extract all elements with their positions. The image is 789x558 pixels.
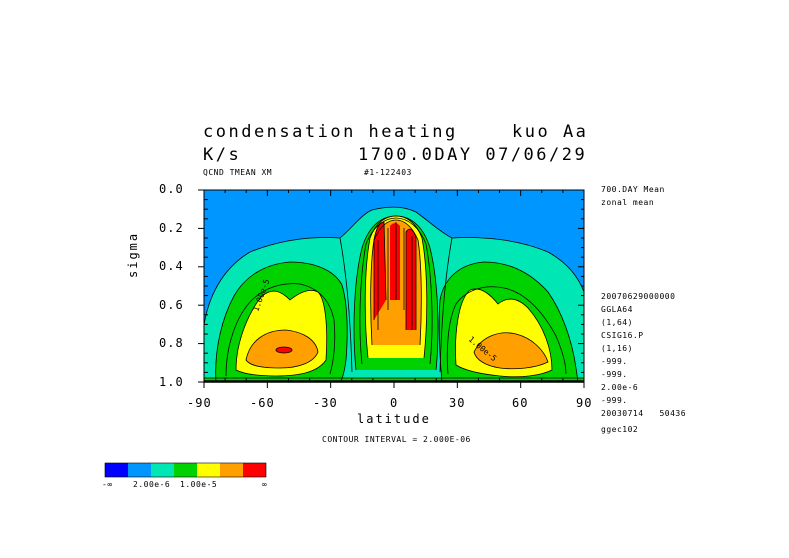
x-tick-label: 90 [576,396,593,410]
subtitle-variable: QCND TMEAN XM [203,168,273,177]
subtitle-run-id: #1-122403 [364,168,412,177]
legend-swatch [243,463,266,477]
side-info-line: ggec102 [601,425,639,434]
y-tick-label: 0.0 [159,182,184,196]
legend-swatch [151,463,174,477]
x-tick-label: -60 [250,396,275,410]
title-line1-right: kuo Aa [512,122,589,142]
color-legend [104,462,267,478]
title-line2-left: K/s [203,145,242,165]
side-info-line: -999. [601,396,628,405]
side-info-line: (1,16) [601,344,633,353]
title-line2-right: 1700.0DAY 07/06/29 [358,145,588,165]
side-info-line: -999. [601,357,628,366]
side-info-line: zonal mean [601,198,655,207]
y-axis-label: sigma [126,231,140,278]
side-info-line: (1,64) [601,318,633,327]
side-info-line: GGLA64 [601,305,633,314]
side-info-line: 20030714 50436 [601,409,687,418]
contour-field [204,190,584,382]
legend-swatch [220,463,243,477]
y-tick-label: 0.2 [159,221,184,235]
x-tick-label: -90 [187,396,212,410]
x-tick-label: 30 [449,396,466,410]
side-info-line: -999. [601,370,628,379]
x-tick-label: 60 [512,396,529,410]
y-tick-label: 0.8 [159,336,184,350]
title-line1-left: condensation heating [203,122,458,142]
contour-lines [204,206,584,382]
field-level-gt-1e-5-tropics-a [374,222,386,320]
x-tick-label: -30 [313,396,338,410]
legend-swatch [197,463,220,477]
y-tick-label: 0.4 [159,259,184,273]
legend-swatch [128,463,151,477]
side-info-line: 20070629000000 [601,292,676,301]
contour-interval-label: CONTOUR INTERVAL = 2.000E-06 [322,435,471,444]
side-info-line: CSIG16.P [601,331,644,340]
field-surface-strip [204,378,584,382]
legend-label: 2.00e-6 [133,480,171,489]
y-tick-label: 1.0 [159,375,184,389]
legend-label: -∞ [102,480,113,489]
x-axis-label: latitude [357,412,431,426]
x-tick-label: 0 [390,396,399,410]
side-info-line: 2.00e-6 [601,383,639,392]
legend-swatch [174,463,197,477]
legend-label: 1.00e-5 [180,480,218,489]
side-info-line: 700.DAY Mean [601,185,665,194]
legend-label: ∞ [262,480,268,489]
field-level-8e-6-1e-5-north [474,332,548,369]
y-tick-label: 0.6 [159,298,184,312]
field-level-gt-1e-5-tropics-b [390,223,400,300]
axis-ticks [198,189,585,388]
field-level-gt-1e-5-south [276,347,292,353]
legend-swatch [105,463,128,477]
legend-frame [104,462,267,478]
field-level-gt-1e-5-tropics-c [406,229,416,330]
